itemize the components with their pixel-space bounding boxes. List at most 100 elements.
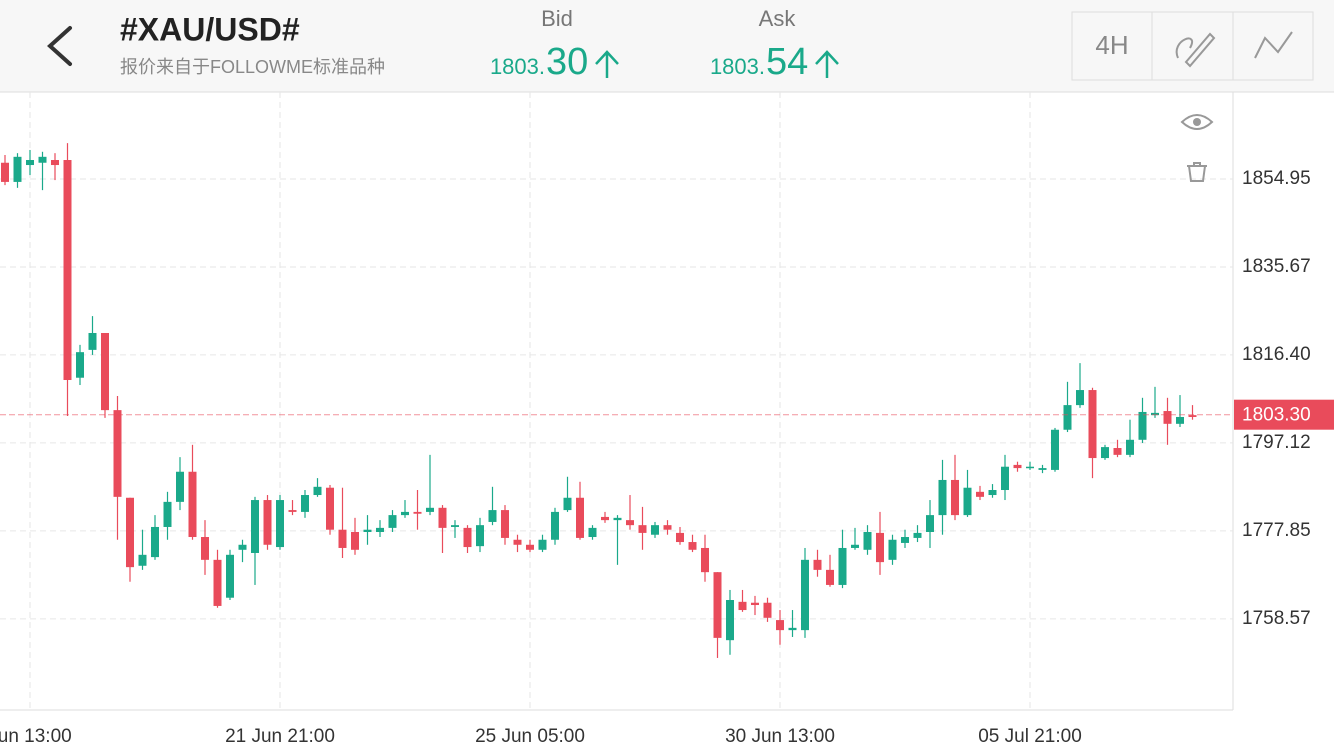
ask-frac: 54 — [766, 41, 808, 83]
candle-body — [1088, 390, 1097, 459]
candle-body — [713, 572, 722, 638]
candle-body — [751, 602, 759, 606]
candle-body — [1013, 464, 1022, 469]
candle-body — [813, 559, 822, 570]
symbol-subtitle: 报价来自于FOLLOWME标准品种 — [120, 57, 385, 77]
candle-body — [338, 529, 347, 548]
candle-body — [276, 500, 284, 548]
candle-body — [1126, 439, 1134, 455]
y-tick-label: 1835.67 — [1242, 256, 1311, 277]
candle-body — [551, 511, 559, 540]
y-tick-label: 1777.85 — [1242, 520, 1311, 541]
candle-body — [401, 511, 409, 516]
ask-label: Ask — [759, 6, 797, 31]
candle-body — [488, 510, 497, 522]
last-price-label: 1803.30 — [1242, 405, 1311, 426]
candle-body — [1051, 429, 1059, 470]
draw-button[interactable] — [1175, 32, 1216, 68]
candle-body — [901, 537, 909, 543]
x-tick-label: 25 Jun 05:00 — [475, 726, 585, 747]
candle-body — [13, 156, 22, 182]
candle-body — [463, 527, 472, 548]
candle-body — [351, 531, 359, 550]
candle-body — [601, 516, 609, 521]
overlay: 1803.30 — [0, 399, 1334, 430]
candle-body — [676, 532, 684, 543]
candle-body — [1151, 412, 1159, 416]
candle-body — [726, 600, 734, 641]
candle-body — [438, 507, 447, 528]
candle-body — [776, 620, 784, 631]
timeframe-button[interactable]: 4H — [1095, 30, 1128, 60]
candle-body — [926, 515, 934, 532]
candle-body — [938, 479, 947, 516]
candle-body — [701, 547, 709, 573]
candle-body — [176, 471, 184, 502]
candle-body — [288, 510, 297, 512]
candle-body — [476, 525, 484, 547]
candle-body — [263, 500, 272, 545]
candle-body — [363, 529, 372, 532]
candle-body — [301, 495, 309, 512]
candle-body — [426, 507, 434, 512]
candle-body — [1101, 447, 1109, 459]
candle-body — [388, 515, 397, 528]
bid-main: 1803. — [490, 54, 545, 79]
candle-body — [963, 487, 972, 516]
candle-body — [951, 479, 959, 516]
candle-body — [201, 537, 209, 560]
candle-body — [1076, 390, 1084, 406]
candle-body — [238, 544, 247, 550]
candle-body — [163, 501, 172, 527]
y-tick-label: 1854.95 — [1242, 168, 1311, 189]
candle-body — [863, 531, 872, 550]
candle-body — [313, 486, 322, 496]
candle-body — [126, 497, 134, 568]
candle-body — [251, 500, 259, 553]
y-tick-label: 1758.57 — [1242, 608, 1311, 629]
candle-body — [1026, 466, 1034, 469]
candle-body — [788, 627, 797, 631]
candle-body — [63, 160, 72, 381]
candle-body — [538, 539, 547, 550]
bid-arrow — [595, 50, 619, 78]
candle-body — [576, 497, 584, 538]
last-price-box — [1234, 399, 1334, 430]
symbol-title: #XAU/USD# — [120, 11, 300, 47]
candle-body — [38, 156, 47, 163]
grid: 1854.95 1835.67 1816.40 1797.12 1777.85 1758.… — [0, 92, 1311, 747]
candle-body — [588, 527, 597, 538]
candles — [1, 143, 1197, 658]
candle-body — [638, 525, 647, 533]
candle-body — [76, 352, 84, 378]
visibility-icon[interactable] — [1180, 114, 1214, 130]
candle-body — [651, 525, 659, 535]
candle-body — [51, 160, 59, 166]
y-tick-label: 1797.12 — [1242, 432, 1311, 453]
bid-frac: 30 — [546, 41, 588, 83]
candle-body — [1113, 448, 1122, 455]
candle-body — [688, 542, 697, 550]
candle-body — [1176, 416, 1184, 424]
candle-body — [1188, 415, 1197, 417]
indicator-button[interactable] — [1254, 31, 1293, 59]
ask-main: 1803. — [710, 54, 765, 79]
candle-body — [913, 532, 922, 538]
delete-icon[interactable] — [1187, 162, 1207, 182]
candle-body — [113, 410, 122, 497]
candle-body — [326, 487, 334, 530]
back-button[interactable] — [47, 26, 72, 66]
x-tick-label: 30 Jun 13:00 — [725, 726, 835, 747]
candle-body — [188, 471, 197, 538]
candle-body — [826, 569, 834, 585]
candle-body — [226, 554, 234, 598]
candle-body — [563, 497, 572, 511]
candle-body — [626, 520, 634, 526]
candle-body — [1038, 468, 1047, 470]
candle-body — [26, 160, 34, 166]
x-tick-label: 21 Jun 21:00 — [225, 726, 335, 747]
candle-body — [876, 532, 884, 563]
candle-body — [838, 547, 847, 585]
